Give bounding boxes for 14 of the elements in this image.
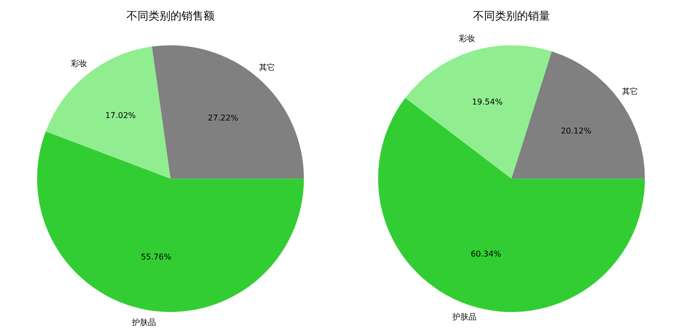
data-label: 20.12% (560, 126, 592, 136)
chart-title: 不同类别的销售额 (126, 9, 214, 22)
data-label: 17.02% (105, 111, 136, 120)
slice-label: 其它 (258, 62, 275, 72)
slice-label: 彩妆 (459, 34, 476, 43)
slice-label: 护肤品 (452, 312, 477, 322)
data-label: 55.76% (140, 252, 172, 262)
slice-label: 护肤品 (131, 318, 156, 328)
data-label: 19.54% (472, 97, 503, 106)
data-label: 27.22% (208, 113, 239, 122)
slice-label: 其它 (622, 86, 638, 96)
slice-label: 彩妆 (70, 59, 87, 68)
data-label: 60.34% (470, 250, 502, 259)
chart-title: 不同类别的销量 (473, 9, 550, 22)
